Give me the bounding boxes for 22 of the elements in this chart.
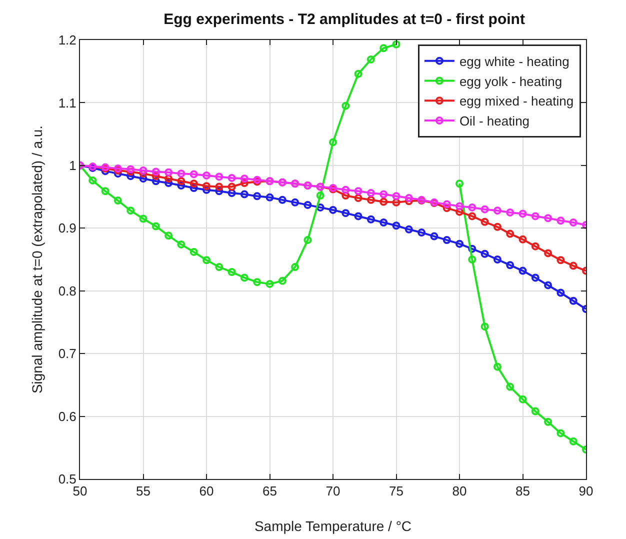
y-axis-title: Signal amplitude at t=0 (extrapolated) / a.u. [29, 125, 45, 394]
legend-label: egg white - heating [459, 54, 570, 69]
x-tick-label: 90 [578, 484, 594, 499]
x-tick-label: 75 [389, 484, 404, 499]
y-tick-label: 0.7 [58, 346, 76, 362]
legend-label: egg mixed - heating [459, 94, 574, 109]
y-tick-label: 0.8 [58, 283, 76, 298]
x-tick-label: 55 [136, 484, 150, 499]
x-tick-label: 80 [452, 484, 467, 499]
legend-label: egg yolk - heating [459, 74, 562, 89]
x-tick-label: 70 [326, 484, 340, 499]
x-tick-label: 65 [262, 484, 277, 499]
legend-label: Oil - heating [459, 114, 530, 129]
y-tick-label: 1.2 [58, 32, 76, 48]
y-tick-label: 1 [69, 158, 76, 173]
y-tick-label: 0.9 [58, 220, 76, 236]
x-tick-label: 85 [516, 484, 530, 499]
y-tick-label: 1.1 [58, 95, 76, 110]
y-tick-label: 0.6 [58, 408, 76, 424]
x-tick-label: 60 [199, 484, 214, 499]
x-axis-title: Sample Temperature / °C [254, 518, 412, 534]
chart-title: Egg experiments - T2 amplitudes at t=0 - first point [164, 10, 525, 28]
